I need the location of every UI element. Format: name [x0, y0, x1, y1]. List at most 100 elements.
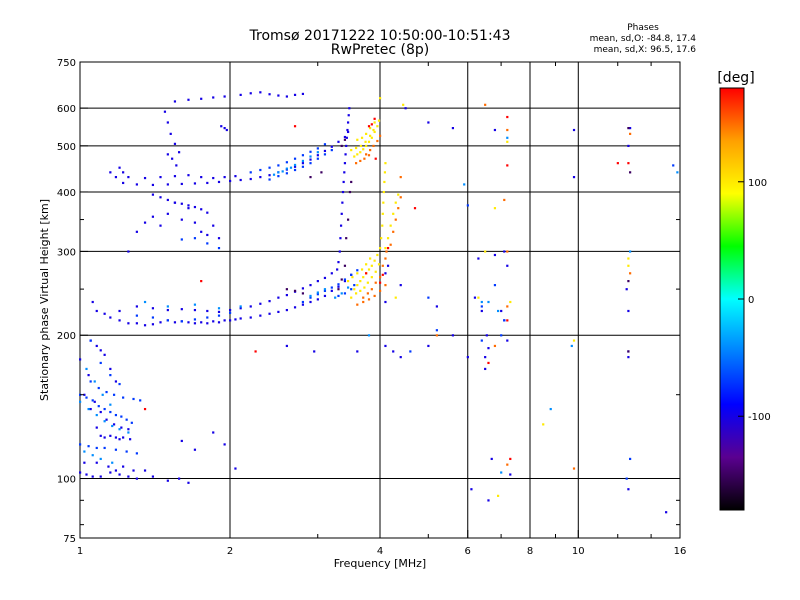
data-point [372, 128, 375, 132]
data-point [166, 212, 169, 215]
data-point [345, 144, 348, 148]
data-point [187, 481, 190, 484]
data-point [389, 224, 392, 227]
data-point [285, 167, 288, 170]
data-point [350, 273, 353, 276]
data-point [338, 250, 341, 253]
data-point [103, 353, 106, 356]
data-point [151, 183, 155, 187]
data-point [79, 443, 82, 446]
colorbar-tick-label: 0 [748, 295, 754, 306]
data-point [151, 307, 155, 310]
data-point [399, 196, 402, 199]
data-point [99, 457, 102, 461]
data-point [373, 121, 376, 124]
data-point [625, 477, 628, 480]
data-point [234, 175, 237, 178]
data-point [220, 125, 223, 128]
data-point [366, 281, 369, 284]
data-point [572, 467, 576, 470]
data-point [360, 136, 364, 139]
data-point [163, 110, 167, 113]
y-tick-label: 300 [57, 247, 76, 258]
data-point [509, 457, 512, 461]
data-point [277, 175, 280, 178]
data-point [356, 284, 359, 287]
data-point [293, 165, 297, 168]
data-point [151, 193, 155, 196]
data-point [500, 334, 503, 337]
data-point [384, 247, 387, 250]
data-point [316, 280, 319, 283]
data-point [404, 107, 407, 110]
data-point [373, 117, 376, 120]
data-point [118, 309, 121, 313]
data-point [159, 196, 162, 199]
data-point [173, 100, 177, 103]
data-point [217, 310, 221, 314]
data-point [259, 175, 262, 179]
data-point [356, 269, 359, 272]
data-point [127, 250, 130, 253]
data-point [360, 268, 364, 271]
data-point [239, 178, 242, 182]
y-tick-label: 400 [57, 188, 76, 199]
data-point [506, 136, 509, 139]
data-point [118, 438, 121, 441]
data-point [379, 281, 382, 284]
data-point [370, 123, 373, 126]
data-point [120, 426, 123, 429]
data-point [193, 303, 197, 306]
data-point [103, 420, 106, 423]
data-point [97, 405, 100, 408]
data-point [435, 334, 438, 337]
data-point [509, 300, 512, 304]
data-point [272, 173, 276, 176]
data-point [122, 465, 125, 468]
data-point [180, 308, 183, 311]
data-point [627, 309, 630, 313]
data-point [506, 305, 509, 308]
x-tick-label: 6 [465, 546, 471, 557]
data-point [200, 97, 203, 100]
data-point [484, 356, 487, 359]
data-point [114, 448, 118, 451]
data-point [370, 276, 373, 279]
data-point [127, 175, 130, 179]
data-point [109, 367, 112, 371]
data-point [217, 180, 221, 184]
data-point [379, 247, 382, 250]
data-point [109, 434, 112, 437]
data-point [89, 407, 92, 411]
data-point [362, 300, 365, 304]
x-tick-label: 16 [674, 546, 687, 557]
data-point [397, 207, 400, 210]
phase-stats-o: mean, sd,O: -84.8, 17.4 [590, 34, 697, 44]
data-point [365, 272, 368, 275]
data-point [340, 292, 343, 295]
data-point [223, 175, 226, 179]
data-point [381, 212, 384, 215]
data-point [343, 292, 347, 295]
data-point [506, 264, 509, 267]
data-point [193, 221, 197, 224]
data-point [506, 115, 509, 119]
data-point [362, 276, 365, 279]
data-point [389, 243, 392, 246]
data-point [365, 153, 368, 156]
data-point [353, 288, 356, 291]
data-point [135, 230, 138, 233]
data-point [234, 318, 237, 321]
x-axis-label: Frequency [MHz] [334, 557, 426, 570]
data-point [379, 276, 382, 279]
data-point [79, 358, 82, 361]
data-point [345, 237, 348, 240]
data-point [83, 393, 86, 396]
data-point [118, 473, 121, 476]
data-point [85, 473, 88, 476]
data-point [180, 182, 183, 186]
data-point [166, 153, 169, 156]
data-point [120, 415, 123, 418]
data-point [379, 97, 382, 100]
data-point [381, 224, 384, 227]
